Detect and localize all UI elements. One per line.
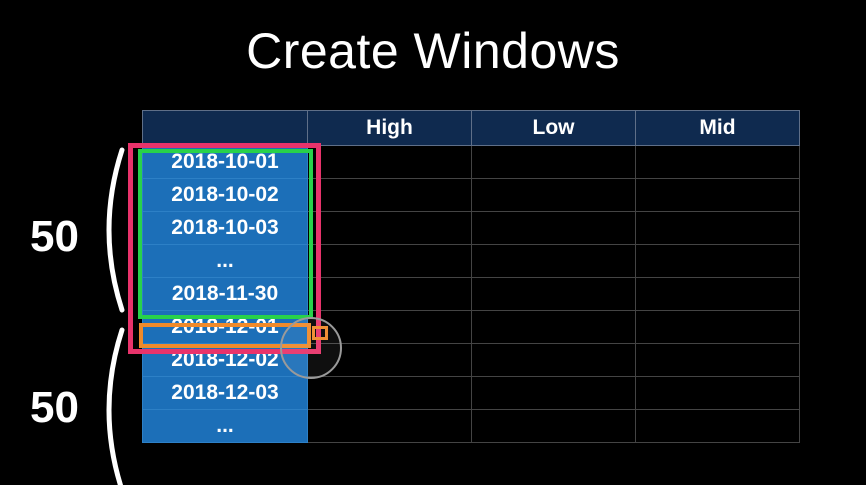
table-row: 2018-10-03 bbox=[142, 211, 800, 245]
low-cell bbox=[471, 178, 636, 212]
table-row: 2018-10-01 bbox=[142, 145, 800, 179]
high-cell bbox=[307, 409, 472, 443]
high-cell bbox=[307, 244, 472, 278]
bracket-window-2-icon bbox=[106, 327, 125, 485]
date-cell: 2018-12-01 bbox=[142, 310, 308, 344]
high-cell bbox=[307, 343, 472, 377]
mid-cell bbox=[635, 244, 800, 278]
header-cell-corner bbox=[142, 110, 308, 146]
bracket-window-1-icon bbox=[106, 147, 125, 313]
table-row: 2018-12-02 bbox=[142, 343, 800, 377]
low-cell bbox=[471, 277, 636, 311]
low-cell bbox=[471, 376, 636, 410]
window-1-size-label: 50 bbox=[30, 212, 79, 261]
mid-cell bbox=[635, 310, 800, 344]
date-cell: 2018-12-03 bbox=[142, 376, 308, 410]
table-row: 2018-12-01 bbox=[142, 310, 800, 344]
low-cell bbox=[471, 343, 636, 377]
low-cell bbox=[471, 310, 636, 344]
high-cell bbox=[307, 376, 472, 410]
high-cell bbox=[307, 310, 472, 344]
data-table: High Low Mid 2018-10-01 2018-10-02 2018-… bbox=[142, 110, 800, 443]
high-cell bbox=[307, 178, 472, 212]
low-cell bbox=[471, 409, 636, 443]
mid-cell bbox=[635, 343, 800, 377]
header-row: High Low Mid bbox=[142, 110, 800, 146]
date-cell: ... bbox=[142, 409, 308, 443]
high-cell bbox=[307, 211, 472, 245]
table-row: ... bbox=[142, 244, 800, 278]
table-row: ... bbox=[142, 409, 800, 443]
header-cell-mid: Mid bbox=[635, 110, 800, 146]
date-cell: 2018-11-30 bbox=[142, 277, 308, 311]
header-cell-low: Low bbox=[471, 110, 636, 146]
date-cell: 2018-10-02 bbox=[142, 178, 308, 212]
table-row: 2018-12-03 bbox=[142, 376, 800, 410]
high-cell bbox=[307, 145, 472, 179]
header-cell-high: High bbox=[307, 110, 472, 146]
high-cell bbox=[307, 277, 472, 311]
slide-title: Create Windows bbox=[246, 23, 620, 79]
mid-cell bbox=[635, 376, 800, 410]
mid-cell bbox=[635, 211, 800, 245]
date-cell: 2018-12-02 bbox=[142, 343, 308, 377]
low-cell bbox=[471, 145, 636, 179]
mid-cell bbox=[635, 277, 800, 311]
low-cell bbox=[471, 244, 636, 278]
date-cell: 2018-10-01 bbox=[142, 145, 308, 179]
table-row: 2018-10-02 bbox=[142, 178, 800, 212]
date-cell: 2018-10-03 bbox=[142, 211, 308, 245]
low-cell bbox=[471, 211, 636, 245]
date-cell: ... bbox=[142, 244, 308, 278]
mid-cell bbox=[635, 409, 800, 443]
window-2-size-label: 50 bbox=[30, 383, 79, 432]
mid-cell bbox=[635, 145, 800, 179]
mid-cell bbox=[635, 178, 800, 212]
table-row: 2018-11-30 bbox=[142, 277, 800, 311]
